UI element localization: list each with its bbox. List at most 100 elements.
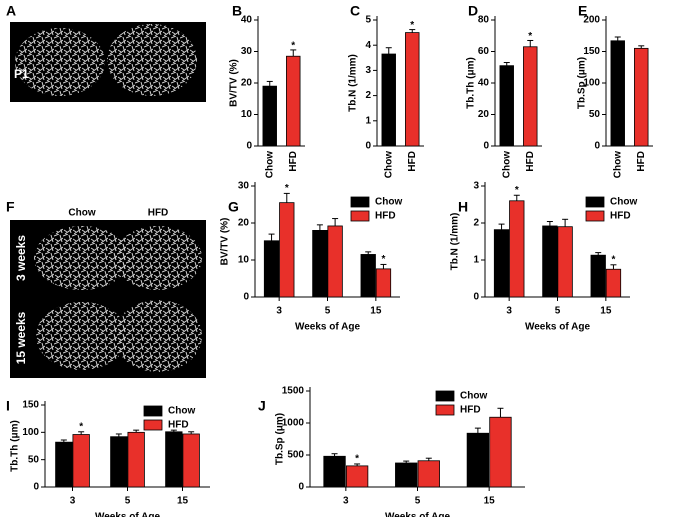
panel-letter: A — [6, 3, 16, 19]
bar — [557, 226, 573, 298]
bar — [489, 416, 512, 488]
bar — [110, 436, 128, 488]
bar — [405, 32, 420, 147]
x-tick-label: 3 — [506, 306, 512, 317]
x-tick-label: Chow — [612, 151, 623, 178]
bar — [542, 225, 558, 298]
y-tick-label: 30 — [238, 181, 250, 192]
significance-mark: * — [528, 31, 532, 42]
significance-mark: * — [79, 421, 83, 432]
y-tick-label: 5 — [365, 15, 371, 26]
legend-label: Chow — [375, 197, 402, 208]
y-tick-label: 0 — [243, 292, 249, 303]
panel-letter: F — [6, 199, 15, 215]
y-tick-label: 0 — [473, 292, 479, 303]
panel-letter: B — [232, 3, 242, 19]
y-axis-label: Tb.Sp (μm) — [275, 413, 286, 465]
x-tick-label: HFD — [525, 151, 536, 172]
bar — [262, 85, 277, 147]
bar — [345, 465, 369, 488]
y-tick-label: 0 — [483, 141, 489, 152]
y-tick-label: 2 — [473, 218, 479, 229]
bar — [165, 431, 183, 488]
bar — [417, 460, 440, 488]
image-column-label: HFD — [138, 9, 163, 23]
legend-swatch — [143, 419, 163, 431]
legend-label: Chow — [610, 197, 637, 208]
bar — [72, 434, 90, 488]
image-column-label: Chow — [42, 9, 75, 23]
bar — [127, 431, 145, 488]
y-tick-label: 1 — [473, 255, 479, 266]
y-axis-label: Tb.Th (μm) — [466, 57, 477, 109]
y-tick-label: 10 — [238, 255, 250, 266]
bar — [523, 46, 538, 147]
y-axis-label: BV/TV (%) — [220, 218, 231, 266]
y-axis-label: Tb.N (1/mm) — [348, 54, 359, 112]
legend-swatch — [350, 196, 370, 208]
y-tick-label: 40 — [478, 78, 490, 89]
panel-letter: G — [228, 199, 239, 215]
bar — [466, 432, 490, 488]
bar — [375, 268, 392, 298]
y-tick-label: 1500 — [282, 386, 305, 397]
y-tick-label: 2 — [365, 90, 371, 101]
y-tick-label: 50 — [589, 109, 601, 120]
image-row-label: 3 weeks — [14, 235, 28, 281]
y-tick-label: 0 — [246, 141, 252, 152]
x-tick-label: 3 — [70, 496, 76, 507]
significance-mark: * — [381, 254, 385, 265]
legend-label: HFD — [610, 211, 631, 222]
x-tick-label: 15 — [600, 306, 612, 317]
microct-image-a — [10, 22, 206, 102]
legend-label: Chow — [168, 406, 195, 417]
y-tick-label: 80 — [478, 15, 490, 26]
y-axis-label: BV/TV (%) — [229, 59, 240, 107]
y-tick-label: 60 — [478, 46, 490, 57]
x-tick-label: Chow — [383, 151, 394, 178]
bar — [610, 40, 625, 147]
y-axis-label: Tb.Th (μm) — [10, 420, 21, 472]
bar — [509, 200, 525, 298]
legend-swatch — [350, 210, 370, 222]
bar — [312, 229, 328, 298]
significance-mark: * — [515, 185, 519, 196]
y-tick-label: 0 — [365, 141, 371, 152]
significance-mark: * — [285, 183, 289, 194]
y-tick-label: 50 — [28, 454, 40, 465]
bar — [323, 455, 346, 488]
x-tick-label: 5 — [325, 306, 331, 317]
x-tick-label: 5 — [555, 306, 561, 317]
x-axis-label: Weeks of Age — [95, 512, 160, 517]
y-tick-label: 10 — [241, 109, 253, 120]
x-tick-label: 15 — [484, 496, 496, 507]
y-tick-label: 40 — [241, 15, 253, 26]
legend-swatch — [585, 210, 605, 222]
x-tick-label: 15 — [177, 496, 189, 507]
y-tick-label: 4 — [365, 40, 371, 51]
image-column-label: HFD — [148, 208, 169, 219]
bar — [279, 202, 295, 298]
microct-image-f — [10, 220, 206, 378]
x-tick-label: 5 — [125, 496, 131, 507]
legend-swatch — [585, 196, 605, 208]
x-tick-label: HFD — [407, 151, 418, 172]
y-tick-label: 100 — [583, 78, 600, 89]
image-row-label: 15 weeks — [14, 311, 28, 364]
bar — [493, 229, 510, 298]
legend-label: Chow — [460, 391, 487, 402]
y-tick-label: 20 — [478, 109, 490, 120]
y-tick-label: 1 — [365, 115, 371, 126]
bar — [263, 240, 280, 298]
y-tick-label: 3 — [365, 65, 371, 76]
y-tick-label: 20 — [241, 78, 253, 89]
bar — [55, 441, 73, 488]
bar — [499, 65, 514, 147]
bar — [360, 254, 376, 298]
legend-swatch — [143, 405, 163, 417]
legend-label: HFD — [460, 405, 481, 416]
y-tick-label: 150 — [583, 46, 600, 57]
bar — [634, 47, 649, 147]
bar — [327, 225, 343, 298]
